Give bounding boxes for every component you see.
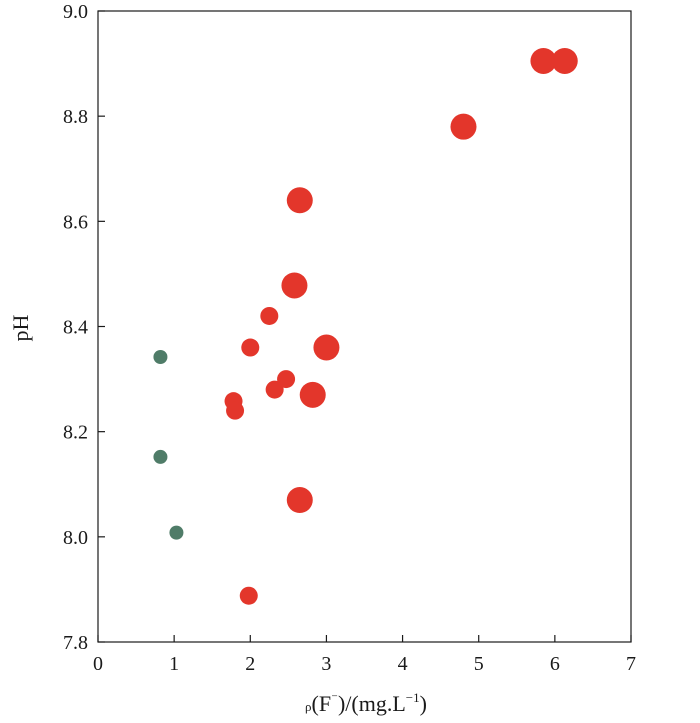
y-tick-label: 8.4 [63,317,88,339]
x-axis-label-unit-base: /(mg.L [345,691,406,716]
x-tick-label: 7 [626,653,636,675]
x-axis-label-ion-close: ) [338,691,345,716]
y-tick-label: 8.0 [63,527,88,549]
data-points [153,47,578,605]
red-data-point [265,380,284,399]
y-tick-label: 8.6 [63,211,88,233]
axis-ticks: 0 1 2 3 4 5 6 7 7.8 8.0 8.2 8.4 8.6 8.8 9.0 [63,1,636,675]
y-axis-label: pH [8,314,33,341]
x-axis-label-ion-charge: ⁻ [331,690,338,705]
red-data-point [313,334,340,361]
x-tick-label: 1 [169,653,179,675]
x-axis-label-ion-open: (F [312,691,332,716]
plot-area-border [97,10,632,643]
y-tick-label: 8.2 [63,422,88,444]
red-data-point [551,47,578,74]
plot-frame [97,10,632,643]
red-data-point [226,401,245,420]
x-tick-label: 2 [245,653,255,675]
red-data-point [286,187,313,214]
red-data-point [260,306,279,325]
red-data-point [450,113,477,140]
x-axis-label-unit-close: ) [420,691,427,716]
x-tick-label: 4 [398,653,408,675]
x-axis-label: ρ(F⁻)/(mg.L−1) [305,690,427,716]
y-tick-label: 9.0 [63,1,88,23]
x-tick-label: 0 [93,653,103,675]
x-tick-label: 6 [550,653,560,675]
red-data-point [286,487,313,514]
red-data-point [530,47,557,74]
red-data-point [277,370,296,389]
y-tick-label: 7.8 [63,632,88,654]
green-data-point [153,349,168,364]
x-tick-label: 5 [474,653,484,675]
x-tick-label: 3 [321,653,331,675]
red-data-point [241,338,260,357]
green-data-point [169,525,184,540]
red-data-point [299,381,326,408]
y-tick-label: 8.8 [63,106,88,128]
x-axis-label-rho: ρ [305,699,312,714]
green-data-point [153,449,168,464]
red-data-point [281,272,308,299]
red-data-point [239,586,258,605]
x-axis-label-unit-exp: −1 [406,690,420,705]
